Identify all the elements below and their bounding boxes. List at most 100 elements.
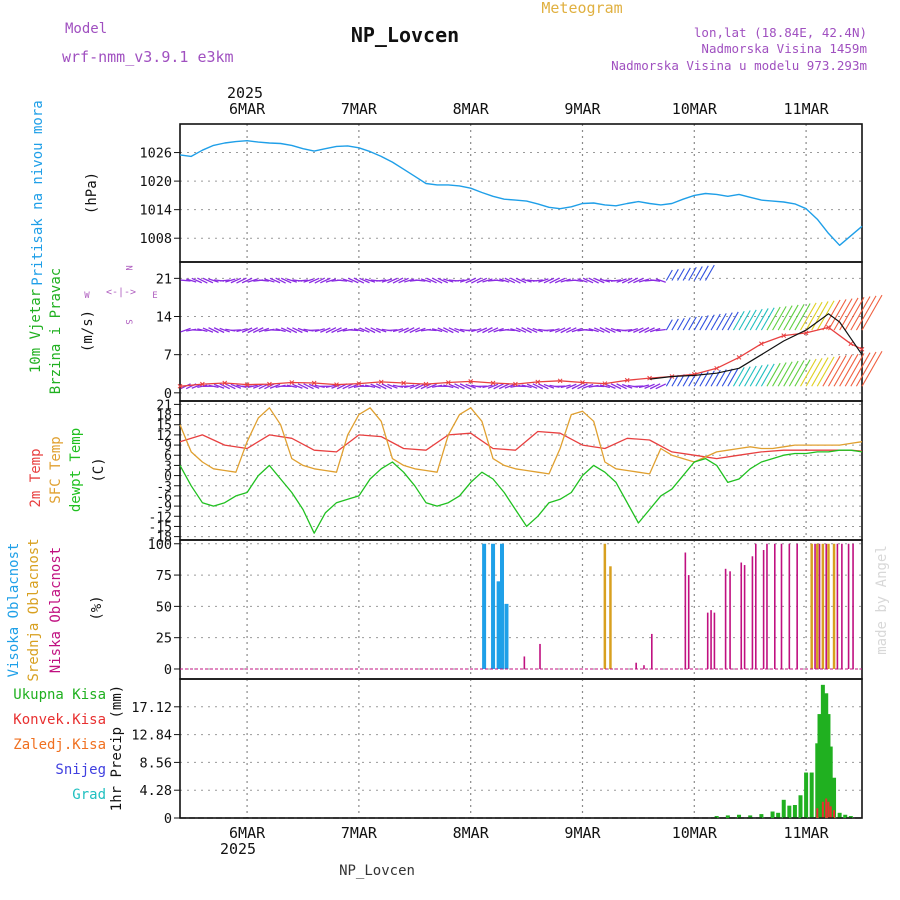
low-cloud-bar (706, 612, 709, 669)
wind-barb (482, 327, 493, 334)
wind-barb (833, 354, 853, 387)
mid-cloud-bar (816, 543, 819, 669)
wind-barb (543, 277, 555, 284)
wind-barb (599, 327, 611, 334)
total-precip-bar (848, 816, 853, 818)
wind-barb (197, 277, 208, 284)
wind-barb (454, 327, 465, 333)
wind-barb (665, 319, 673, 331)
wind-barb (415, 327, 426, 333)
wind-barb (788, 303, 805, 331)
ytick-label: -18 (149, 531, 172, 546)
total-precip-bar (809, 772, 814, 818)
ytick-label: -3 (156, 480, 172, 495)
wind-barb (554, 277, 566, 284)
wind-barb (431, 277, 443, 284)
wind-barb (297, 327, 309, 333)
wind-barb (788, 360, 805, 387)
wind-barb (827, 355, 847, 387)
date-top-9MAR: 9MAR (564, 100, 601, 118)
ytick-label: 25 (156, 631, 172, 647)
wind-speed-marker (356, 381, 362, 386)
wind-barb (610, 279, 622, 282)
total-precip-bar (725, 815, 730, 818)
wind-barb (638, 327, 650, 334)
wind-barb (671, 374, 679, 387)
wind-barb (426, 383, 437, 389)
wind-barb (185, 278, 197, 283)
wind-barb (504, 329, 515, 332)
wind-barb (521, 278, 532, 283)
wind-barb (532, 383, 544, 390)
wind-dir-s: S (123, 319, 133, 324)
pressure-unit: (hPa) (84, 172, 100, 214)
temp-label-2m: 2m Temp (28, 448, 44, 507)
wind-barb (342, 278, 353, 283)
wind-barb (744, 365, 757, 387)
ytick-label: 100 (148, 537, 172, 553)
mid-cloud-bar (603, 543, 607, 669)
wind-barb (476, 277, 488, 284)
wind-barb (297, 383, 309, 390)
wind-barb (538, 278, 549, 283)
model-elevation-label: Nadmorska Visina u modelu 973.293m (611, 58, 867, 73)
wind-barb (325, 278, 337, 283)
wind-barb (504, 383, 516, 389)
cloud-panel: 0 25 50 75 100 (148, 537, 863, 680)
wind-barb (392, 328, 404, 333)
temp-label-dewpt: dewpt Temp (68, 428, 84, 512)
precip-legend-1: Konvek.Kisa (13, 712, 106, 728)
date-top-10MAR: 10MAR (672, 100, 718, 118)
high-cloud-bar (499, 543, 504, 669)
temperature-frame (179, 400, 863, 541)
wind-barb (258, 327, 270, 333)
wind-speed-marker (602, 381, 608, 386)
low-cloud-bar (724, 568, 727, 669)
wind-speed-marker (803, 330, 809, 336)
wind-barb (704, 264, 715, 281)
wind-barb (649, 327, 661, 333)
low-cloud-bar (651, 633, 653, 669)
wind-speed-marker (222, 380, 228, 386)
wind-barb (191, 277, 203, 284)
pressure-line (179, 139, 863, 247)
wind-barb (800, 302, 817, 331)
low-cloud-bar (729, 571, 731, 669)
low-cloud-bar (687, 575, 690, 669)
wind-barb (280, 277, 292, 284)
low-cloud-bar (643, 665, 645, 669)
mid-cloud-bar (827, 543, 830, 669)
wind-barb (772, 306, 787, 331)
wind-barb (811, 357, 829, 387)
wind-barb (269, 277, 281, 284)
wind-barb (320, 277, 331, 284)
precip-legend-4: Grad (72, 787, 106, 803)
wind-barb (342, 383, 353, 390)
cloud-label-low: Niska Oblacnost (48, 547, 64, 673)
wind-barb (403, 327, 415, 334)
wind-barb (644, 383, 655, 389)
wind-barb (225, 278, 236, 283)
wind-barb (493, 279, 504, 282)
sfc-temp-line (179, 407, 863, 475)
wind-barb (665, 269, 673, 281)
wind-barb (732, 310, 745, 331)
ytick-label: 1020 (139, 174, 172, 190)
low-cloud-bar (710, 610, 712, 669)
bottom-date-axis: 6MAR 7MAR 8MAR 9MAR 10MAR 11MAR (229, 824, 830, 842)
wind-barb (638, 384, 650, 389)
station-title: NP_Lovcen (351, 23, 459, 47)
wind-barb (420, 278, 432, 283)
wind-barb (526, 327, 538, 334)
wind-barb (286, 384, 297, 389)
ytick-label: 0 (164, 662, 172, 678)
date-top-8MAR: 8MAR (453, 100, 490, 118)
pressure-panel: 1008 1014 1020 1026 (139, 123, 863, 263)
wind-barb (471, 328, 482, 333)
wind-barb (671, 269, 679, 281)
wind-barb (577, 383, 588, 390)
total-precip-bar (759, 814, 764, 818)
total-precip-bar (828, 746, 833, 818)
wind-barb (348, 329, 359, 332)
